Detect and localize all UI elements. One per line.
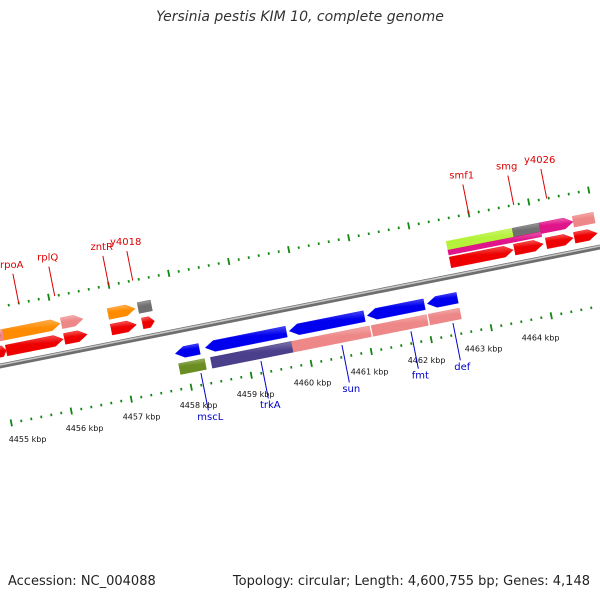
upper-ruler-tick bbox=[287, 245, 291, 254]
gene-leader-line bbox=[462, 184, 470, 215]
tick-label: 4455 kbp bbox=[9, 435, 47, 444]
backbone-highlight bbox=[0, 245, 600, 366]
gene-feature-blue bbox=[204, 326, 288, 352]
gene-feature-red bbox=[513, 240, 544, 256]
gene-feature-magenta bbox=[447, 231, 543, 256]
gene-label: trkA bbox=[260, 400, 281, 411]
tick-layer: 4455 kbp 4456 kbp 4457 kbp 4458 kbp 4459 kbp… bbox=[7, 186, 593, 444]
backbone-layer bbox=[0, 244, 600, 369]
gene-leader-line bbox=[200, 372, 209, 411]
gene-leader-line bbox=[452, 322, 461, 361]
gene-feature-pink bbox=[427, 307, 462, 326]
gene-leader-line bbox=[341, 344, 350, 383]
gene-feature-pink bbox=[571, 211, 596, 228]
gene-feature-red bbox=[63, 330, 88, 345]
gene-feature-red bbox=[141, 316, 155, 330]
gene-leader-line bbox=[540, 168, 548, 199]
upper-ruler-tick bbox=[227, 257, 231, 266]
gene-label: smg bbox=[496, 162, 517, 173]
gene-feature-blue bbox=[288, 310, 366, 335]
gene-label: sun bbox=[342, 384, 360, 395]
gene-label: def bbox=[454, 362, 471, 373]
gene-feature-pink bbox=[370, 314, 429, 337]
gene-feature-red bbox=[573, 229, 598, 244]
gene-feature-blue bbox=[174, 343, 201, 358]
gene-feature-pink bbox=[291, 325, 372, 353]
tick-label: 4460 kbp bbox=[294, 379, 332, 388]
lower-ruler-tick bbox=[429, 335, 433, 344]
lower-ruler-tick bbox=[69, 407, 73, 415]
genome-summary-text: Topology: circular; Length: 4,600,755 bp… bbox=[232, 574, 590, 589]
lower-ruler-tick bbox=[249, 371, 253, 379]
gene-feature-gray bbox=[136, 299, 153, 314]
gene-leader-line bbox=[102, 255, 110, 286]
gene-label: y4026 bbox=[524, 155, 555, 166]
page-title: Yersinia pestis KIM 10, complete genome bbox=[156, 9, 444, 25]
gene-leader-line bbox=[260, 361, 269, 399]
tick-label: 4462 kbp bbox=[408, 356, 446, 365]
lower-ruler-tick bbox=[9, 419, 13, 427]
lower-ruler-tick bbox=[489, 324, 493, 332]
upper-ruler-tick bbox=[47, 293, 51, 301]
gene-label: mscL bbox=[197, 412, 223, 423]
upper-ruler-tick bbox=[527, 198, 531, 206]
gene-feature-red bbox=[109, 320, 137, 336]
tick-label: 4456 kbp bbox=[66, 424, 104, 433]
tick-label: 4461 kbp bbox=[351, 367, 389, 376]
upper-ruler-tick bbox=[587, 186, 591, 194]
gene-feature-magenta bbox=[538, 217, 574, 234]
lower-ruler-tick bbox=[129, 395, 133, 403]
upper-ruler-tick bbox=[347, 234, 351, 242]
tick-label: 4459 kbp bbox=[237, 390, 275, 399]
gene-feature-blue bbox=[426, 292, 459, 308]
gene-feature-red bbox=[544, 234, 574, 250]
tick-label: 4463 kbp bbox=[465, 345, 503, 354]
gene-label: y4018 bbox=[110, 237, 141, 248]
gene-leader-line bbox=[410, 331, 419, 369]
backbone-line bbox=[0, 244, 600, 369]
gene-feature-orange bbox=[0, 319, 61, 342]
tick-label: 4457 kbp bbox=[123, 412, 161, 421]
gene-label: fmt bbox=[412, 370, 429, 381]
upper-ruler-tick bbox=[407, 222, 411, 230]
gene-leader-line bbox=[48, 266, 56, 297]
gene-leader-line bbox=[126, 251, 134, 281]
tick-label: 4458 kbp bbox=[180, 401, 218, 410]
lower-ruler-tick bbox=[309, 359, 313, 368]
lower-ruler-tick bbox=[369, 347, 373, 356]
gene-label: rpoA bbox=[0, 260, 24, 271]
gene-feature-orange bbox=[106, 304, 136, 320]
gene-feature-pink bbox=[60, 315, 84, 329]
lower-ruler-tick bbox=[549, 312, 553, 320]
accession-text: Accession: NC_004088 bbox=[8, 574, 156, 589]
gene-feature-red bbox=[448, 246, 514, 269]
gene-label: zntR bbox=[90, 242, 113, 253]
tick-label: 4464 kbp bbox=[522, 333, 560, 342]
upper-ruler-tick bbox=[167, 269, 171, 278]
gene-leader-line bbox=[507, 175, 515, 206]
feature-layer bbox=[0, 211, 598, 375]
gene-feature-blue bbox=[366, 298, 426, 320]
gene-feature-olive bbox=[178, 358, 207, 375]
lower-ruler-tick bbox=[189, 383, 193, 391]
gene-leader-line bbox=[12, 273, 20, 304]
gene-label: rplQ bbox=[37, 253, 58, 264]
gene-feature-red bbox=[4, 335, 64, 357]
gene-feature-red bbox=[0, 345, 7, 358]
gene-label: smf1 bbox=[449, 171, 474, 182]
gene-feature-pink bbox=[0, 329, 5, 342]
